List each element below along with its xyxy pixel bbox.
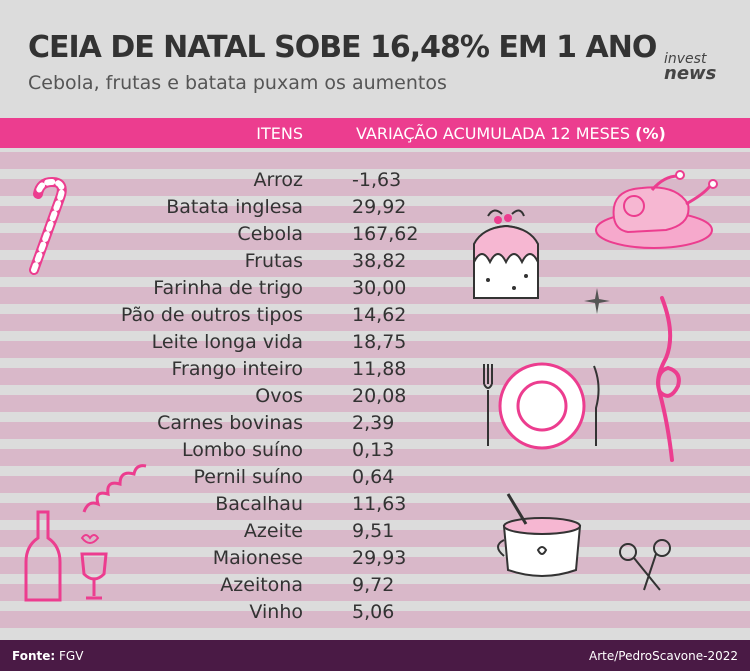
item-variation: 0,64 — [352, 466, 395, 488]
item-variation: 5,06 — [352, 601, 395, 623]
footer: Fonte: FGV Arte/PedroScavone-2022 — [0, 640, 750, 671]
row-stripe — [0, 341, 750, 358]
item-variation: -1,63 — [352, 169, 402, 191]
item-name: Lombo suíno — [182, 439, 303, 461]
header: CEIA DE NATAL SOBE 16,48% EM 1 ANO Cebol… — [0, 0, 750, 118]
column-header-items: ITENS — [256, 124, 303, 143]
column-header-variation-label: VARIAÇÃO ACUMULADA 12 MESES — [356, 124, 631, 143]
column-header-variation-unit: (%) — [635, 124, 666, 143]
table-row: Batata inglesa 29,92 — [0, 193, 750, 220]
wine-bottle-glass-icon — [24, 510, 108, 602]
row-stripe — [0, 314, 750, 331]
scissors-icon — [619, 539, 671, 591]
streamer-icon — [82, 464, 147, 513]
item-name: Batata inglesa — [166, 196, 303, 218]
item-name: Azeite — [243, 520, 303, 542]
item-variation: 167,62 — [352, 223, 419, 245]
item-variation: 30,00 — [352, 277, 407, 299]
item-variation: 20,08 — [352, 385, 407, 407]
item-name: Leite longa vida — [151, 331, 303, 353]
sparkle-icon — [584, 288, 610, 314]
item-variation: 29,92 — [352, 196, 407, 218]
item-variation: 9,72 — [352, 574, 395, 596]
page-subtitle: Cebola, frutas e batata puxam os aumento… — [28, 72, 447, 94]
table-row: Carnes bovinas 2,39 — [0, 409, 750, 436]
logo-line2: news — [664, 63, 717, 84]
candy-cane-icon — [29, 176, 67, 275]
item-variation: 29,93 — [352, 547, 407, 569]
item-name: Bacalhau — [215, 493, 303, 515]
item-name: Carnes bovinas — [157, 412, 303, 434]
plate-cutlery-icon — [483, 362, 600, 450]
table-row: Pernil suíno 0,64 — [0, 463, 750, 490]
row-stripe — [0, 179, 750, 196]
table-row: Bacalhau 11,63 — [0, 490, 750, 517]
row-stripe — [0, 206, 750, 223]
column-header-variation: VARIAÇÃO ACUMULADA 12 MESES (%) — [356, 124, 666, 143]
table-header: ITENS VARIAÇÃO ACUMULADA 12 MESES (%) — [0, 118, 750, 148]
item-variation: 11,88 — [352, 358, 407, 380]
item-name: Arroz — [253, 169, 303, 191]
table-row: Ovos 20,08 — [0, 382, 750, 409]
table-row: Azeitona 9,72 — [0, 571, 750, 598]
table-row: Leite longa vida 18,75 — [0, 328, 750, 355]
credit: Arte/PedroScavone-2022 — [589, 649, 738, 663]
item-variation: 0,13 — [352, 439, 395, 461]
item-variation: 2,39 — [352, 412, 395, 434]
item-name: Cebola — [237, 223, 303, 245]
row-stripe — [0, 260, 750, 277]
item-variation: 11,63 — [352, 493, 407, 515]
item-name: Pão de outros tipos — [120, 304, 303, 326]
item-name: Pernil suíno — [193, 466, 303, 488]
item-name: Azeitona — [220, 574, 303, 596]
item-variation: 38,82 — [352, 250, 407, 272]
source-value: FGV — [59, 649, 84, 663]
table-row: Frango inteiro 11,88 — [0, 355, 750, 382]
table-row: Lombo suíno 0,13 — [0, 436, 750, 463]
row-stripe — [0, 233, 750, 250]
item-name: Maionese — [212, 547, 303, 569]
row-stripe — [0, 611, 750, 628]
item-variation: 18,75 — [352, 331, 407, 353]
row-stripe — [0, 152, 750, 169]
ribbon-icon — [656, 296, 681, 462]
table-row: Vinho 5,06 — [0, 598, 750, 625]
logo-line1: invest — [664, 51, 707, 67]
item-name: Ovos — [255, 385, 303, 407]
item-variation: 14,62 — [352, 304, 407, 326]
table-row: Frutas 38,82 — [0, 247, 750, 274]
item-name: Vinho — [249, 601, 303, 623]
row-stripe — [0, 503, 750, 520]
row-stripe — [0, 287, 750, 304]
table-row: Maionese 29,93 — [0, 544, 750, 571]
item-name: Frango inteiro — [171, 358, 303, 380]
table-row: Arroz -1,63 — [0, 166, 750, 193]
table-row: Farinha de trigo 30,00 — [0, 274, 750, 301]
table-row: Pão de outros tipos 14,62 — [0, 301, 750, 328]
row-stripe — [0, 476, 750, 493]
investnews-logo: invest news — [664, 51, 728, 84]
source-note: Fonte: FGV — [12, 649, 83, 663]
page-title: CEIA DE NATAL SOBE 16,48% EM 1 ANO — [28, 30, 657, 65]
table-row: Cebola 167,62 — [0, 220, 750, 247]
row-stripe — [0, 449, 750, 466]
christmas-pudding-icon — [473, 209, 539, 299]
source-label: Fonte: — [12, 649, 56, 663]
table-row: Azeite 9,51 — [0, 517, 750, 544]
item-variation: 9,51 — [352, 520, 395, 542]
hot-chocolate-mug-icon — [497, 493, 582, 577]
item-name: Farinha de trigo — [153, 277, 303, 299]
item-name: Frutas — [244, 250, 303, 272]
row-stripe — [0, 584, 750, 601]
roast-chicken-icon — [595, 170, 718, 249]
